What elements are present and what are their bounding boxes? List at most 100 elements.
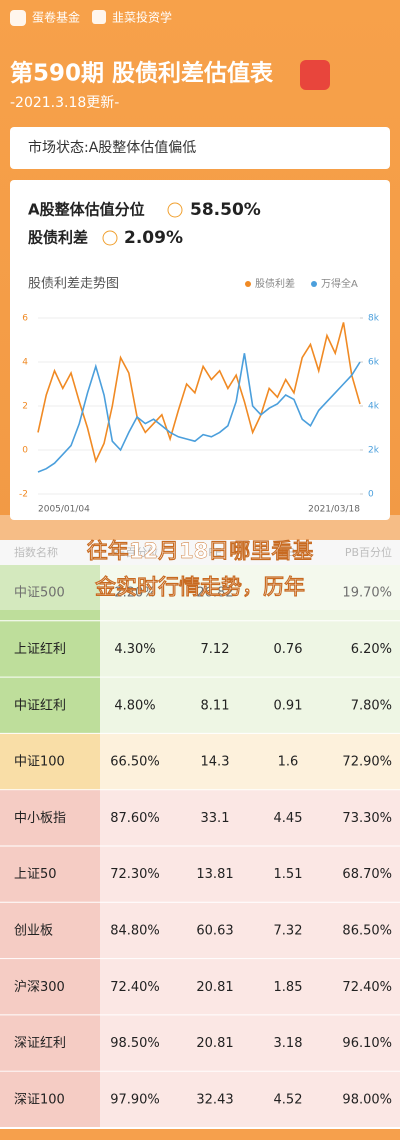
cell: 7.80% — [351, 698, 392, 713]
y2-tick-label: 2k — [368, 446, 380, 456]
cell: 33.1 — [201, 811, 230, 826]
chart-title: 股债利差走势图 — [28, 276, 119, 292]
banner-line: 往年12月18日哪里看基 — [87, 539, 314, 563]
y-tick-label: 2 — [22, 402, 28, 412]
plot: -2 0 2 4 6 0 2k 4k 6k 8k 2005/01/04 2021/03/18 万得全A 股… — [19, 277, 380, 515]
cell: 73.30% — [342, 811, 392, 826]
cell: 96.10% — [342, 1036, 392, 1051]
cell: 中小板指 — [14, 811, 66, 826]
cell: 中证500 — [14, 586, 65, 601]
help-icon — [167, 202, 183, 218]
cell: 4.30% — [114, 642, 155, 657]
table-header-bg — [0, 540, 400, 565]
name-cell-bg — [0, 565, 100, 622]
cell: 4.80% — [114, 698, 155, 713]
cell: 0.76 — [274, 642, 303, 657]
header-cell: PE百分位 — [112, 545, 159, 559]
cell: 深证100 — [14, 1092, 65, 1107]
y-tick-label: 4 — [22, 358, 28, 368]
cell: 创业板 — [14, 923, 53, 938]
cell: 8.11 — [201, 698, 230, 713]
cell: 深证红利 — [14, 1035, 66, 1051]
cell: 60.63 — [196, 923, 233, 938]
cell: 3.18 — [274, 1036, 303, 1051]
mascot — [300, 60, 330, 90]
cell: 98.00% — [342, 1092, 392, 1107]
cell: 0.91 — [274, 698, 303, 713]
banner-line: 金实时行情走势，历年 — [94, 575, 305, 599]
legend-swatch — [311, 281, 317, 287]
name-cell-bg — [0, 621, 100, 678]
y-tick-label: -2 — [19, 490, 28, 500]
cell: 中证红利 — [14, 697, 66, 713]
status-card — [10, 127, 390, 169]
name-cell-bg — [0, 790, 100, 847]
cell: 66.50% — [110, 755, 160, 770]
cell: 中证100 — [14, 755, 65, 770]
y-tick-label: 0 — [22, 446, 28, 456]
partner-icon — [92, 10, 106, 24]
chart-card — [10, 180, 390, 520]
header-cell: PB — [281, 546, 295, 559]
y2-tick-label: 4k — [368, 402, 380, 412]
cell: 4.52 — [274, 1092, 303, 1107]
cell: 1.51 — [274, 867, 303, 882]
y2-tick-label: 0 — [368, 490, 374, 500]
cell: 97.90% — [110, 1092, 160, 1107]
y2-tick-label: 6k — [368, 358, 380, 368]
legend-swatch — [245, 281, 251, 287]
header-cell: PE — [208, 546, 222, 559]
y2-tick-label: 8k — [368, 314, 380, 324]
cell: 2.20% — [114, 586, 155, 601]
cell: 20.81 — [196, 980, 233, 995]
partner: 韭菜投资学 — [112, 10, 172, 25]
name-cell-bg — [0, 902, 100, 960]
spread-label: 股债利差 — [28, 229, 88, 247]
name-cell-bg — [0, 959, 100, 1016]
header-cell: PB百分位 — [345, 545, 392, 559]
cell: 26.82 — [196, 586, 233, 601]
updated: -2021.3.18更新- — [10, 95, 119, 111]
brand: 蛋卷基金 — [32, 10, 80, 25]
cell: 98.50% — [110, 1036, 160, 1051]
cell: 14.3 — [201, 755, 230, 770]
cell: 上证50 — [14, 867, 57, 882]
valuation-value: 58.50% — [190, 200, 261, 220]
cell: 19.70% — [342, 586, 392, 601]
title: 第590期 股债利差估值表 — [10, 60, 274, 87]
banner-overlay — [0, 515, 400, 610]
name-cell-bg — [0, 846, 100, 903]
y-tick-label: 6 — [22, 314, 28, 324]
cell: 68.70% — [342, 867, 392, 882]
name-cell-bg — [0, 677, 100, 734]
name-cell-bg — [0, 1071, 100, 1128]
legend-label: 股债利差 — [255, 277, 295, 290]
cell: 87.60% — [110, 811, 160, 826]
cell: 72.40% — [110, 980, 160, 995]
valuation-label: A股整体估值分位 — [28, 201, 145, 219]
cell: 6.20% — [351, 642, 392, 657]
cell: 20.81 — [196, 1036, 233, 1051]
line-series — [37, 353, 361, 473]
cell: 72.40% — [342, 980, 392, 995]
cell: 7.12 — [201, 642, 230, 657]
cell: 72.90% — [342, 755, 392, 770]
cell: 32.43 — [196, 1092, 233, 1107]
market-status: 市场状态:A股整体估值偏低 — [28, 139, 196, 156]
name-cell-bg — [0, 733, 100, 791]
x-tick-label: 2021/03/18 — [308, 505, 360, 515]
header-cell: 指数名称 — [14, 545, 58, 559]
line-series — [37, 322, 361, 464]
spread-value: 2.09% — [124, 228, 183, 248]
cell: 84.80% — [110, 923, 160, 938]
cell: 1.85 — [274, 980, 303, 995]
cell: 7.32 — [274, 923, 303, 938]
cell: 1.6 — [278, 755, 299, 770]
legend-label: 万得全A — [321, 277, 358, 290]
cell: 86.50% — [342, 923, 392, 938]
cell: 13.81 — [196, 867, 233, 882]
x-tick-label: 2005/01/04 — [38, 505, 90, 515]
